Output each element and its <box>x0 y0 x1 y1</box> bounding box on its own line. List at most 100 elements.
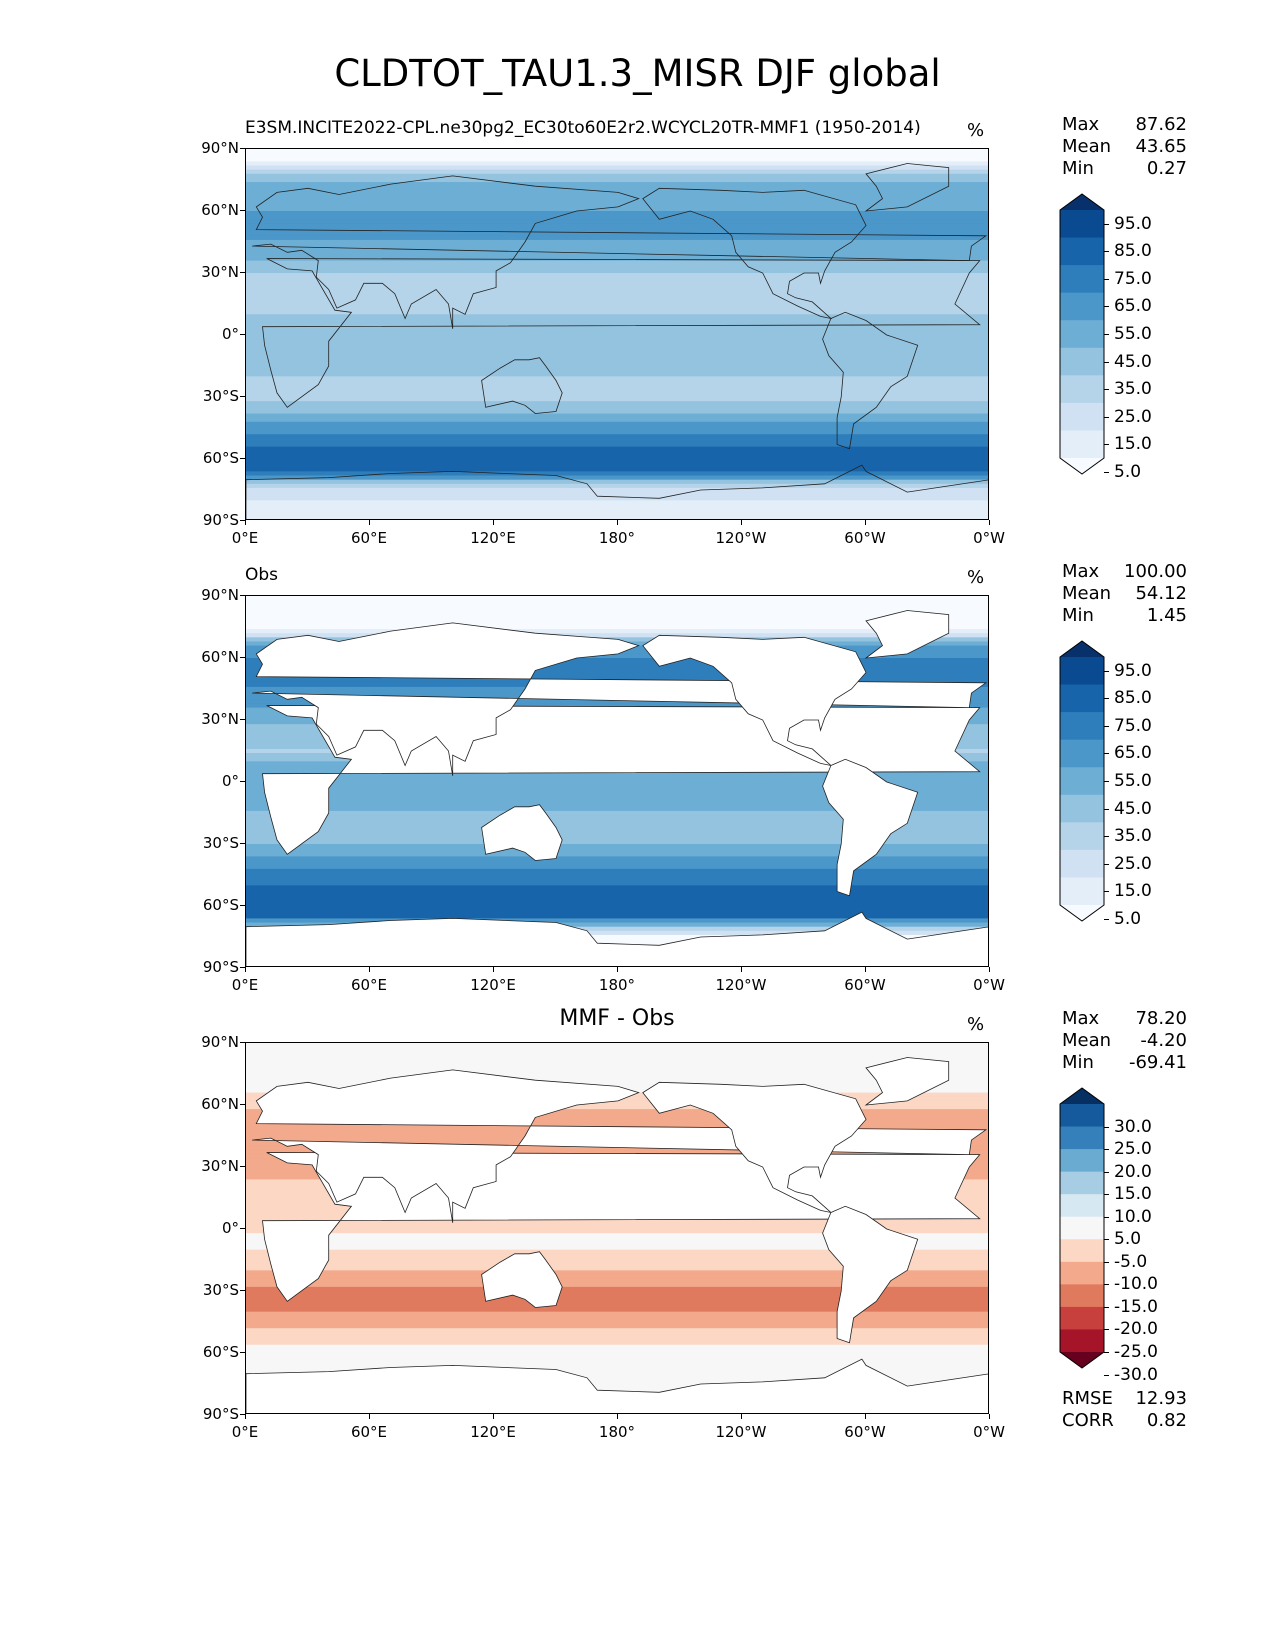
obs-band <box>246 906 988 911</box>
y-tick-mark <box>240 272 245 273</box>
y-tick-label: 30°N <box>201 1157 239 1175</box>
obs-band <box>246 658 988 663</box>
model-band <box>246 409 988 415</box>
colorbar-segment <box>1060 877 1104 906</box>
stat-label: Min <box>1062 605 1094 626</box>
model-band <box>246 149 988 154</box>
diff-map <box>245 1042 989 1414</box>
y-tick-label: 30°S <box>202 387 239 405</box>
model-band <box>246 434 988 439</box>
model-band <box>246 496 988 501</box>
model-band <box>246 438 988 443</box>
y-tick-mark <box>240 595 245 596</box>
y-tick-mark <box>240 905 245 906</box>
x-tick-label: 60°W <box>844 529 886 547</box>
y-tick-label: 30°S <box>202 1281 239 1299</box>
model-band <box>246 479 988 485</box>
model-band <box>246 293 988 299</box>
obs-band <box>246 881 988 886</box>
colorbar-tick-mark <box>1104 416 1109 418</box>
y-tick-mark <box>240 1166 245 1167</box>
colorbar-tick-mark <box>1104 725 1109 727</box>
colorbar-tick-mark <box>1104 781 1109 782</box>
y-tick-label: 30°S <box>202 834 239 852</box>
y-tick-label: 90°S <box>202 511 239 529</box>
colorbar-tick-mark <box>1104 251 1109 253</box>
y-tick-label: 0° <box>221 1219 239 1237</box>
stat-value: -69.41 <box>1128 1052 1187 1073</box>
model-band <box>246 392 988 398</box>
south-america-outline <box>822 311 919 450</box>
colorbar-segment <box>1060 739 1104 768</box>
diff-colorbar <box>1059 1087 1105 1369</box>
colorbar-tick-label: 25.0 <box>1114 1139 1152 1160</box>
colorbar-segment <box>1060 347 1104 376</box>
colorbar-tick-mark <box>1104 863 1109 865</box>
colorbar-tick-label: 75.0 <box>1114 715 1152 736</box>
model-band <box>246 310 988 315</box>
y-tick-label: 60°N <box>201 648 239 666</box>
x-tick-mark <box>617 967 618 972</box>
colorbar-tick-mark <box>1104 1194 1109 1196</box>
eurasia-outline <box>252 1069 988 1223</box>
obs-band <box>246 703 988 709</box>
diff-band <box>246 1303 988 1309</box>
colorbar-tick-mark <box>1104 471 1109 473</box>
diff-band <box>246 1348 988 1354</box>
obs-band <box>246 624 988 630</box>
stat-label: Mean <box>1062 136 1112 157</box>
colorbar-tick-label: 95.0 <box>1114 660 1152 681</box>
model-map-svg <box>246 149 988 519</box>
australia-outline <box>481 1251 563 1308</box>
x-tick-label: 180° <box>598 976 636 994</box>
y-tick-label: 60°S <box>202 1343 239 1361</box>
obs-band <box>246 620 988 626</box>
model-band <box>246 186 988 191</box>
x-tick-label: 120°E <box>470 1423 516 1441</box>
model-band <box>246 442 988 448</box>
obs-band <box>246 939 988 944</box>
x-tick-label: 120°W <box>715 529 767 547</box>
obs-band <box>246 893 988 899</box>
x-tick-label: 60°E <box>350 1423 388 1441</box>
stat-row: Mean -4.20 <box>1062 1030 1187 1052</box>
colorbar-tick-mark <box>1104 223 1109 225</box>
diff-stats: Max 78.20 Mean -4.20 Min -69.41 <box>1062 1008 1187 1074</box>
diff-band <box>246 1270 988 1275</box>
colorbar-tick-mark <box>1104 1261 1109 1263</box>
model-band <box>246 471 988 477</box>
diff-band <box>246 1047 988 1052</box>
stat-label: Max <box>1062 1008 1100 1029</box>
stat-value: 87.62 <box>1135 114 1187 135</box>
model-band <box>246 306 988 311</box>
stat-value: 12.93 <box>1135 1388 1187 1409</box>
model-band <box>246 430 988 435</box>
obs-band <box>246 926 988 932</box>
colorbar-tick-label: 35.0 <box>1114 826 1152 847</box>
diff-band <box>246 1262 988 1267</box>
obs-band <box>246 889 988 895</box>
diff-band <box>246 1109 988 1114</box>
model-band <box>246 421 988 427</box>
diff-band <box>246 1117 988 1123</box>
obs-band <box>246 806 988 812</box>
colorbar-tick-mark <box>1104 753 1109 755</box>
model-band <box>246 454 988 460</box>
obs-band <box>246 852 988 857</box>
x-tick-mark <box>617 520 618 525</box>
y-tick-label: 60°N <box>201 201 239 219</box>
diff-band <box>246 1386 988 1391</box>
obs-band <box>246 782 988 787</box>
x-tick-label: 0°E <box>231 529 259 547</box>
model-band <box>246 244 988 249</box>
obs-band <box>246 897 988 903</box>
obs-band <box>246 798 988 804</box>
colorbar-tick-mark <box>1104 389 1109 391</box>
y-tick-mark <box>240 1104 245 1105</box>
obs-band <box>246 600 988 605</box>
diff-band <box>246 1245 988 1251</box>
model-band <box>246 463 988 468</box>
colorbar-tick-label: 15.0 <box>1114 434 1152 455</box>
x-tick-label: 180° <box>598 1423 636 1441</box>
obs-band <box>246 802 988 808</box>
